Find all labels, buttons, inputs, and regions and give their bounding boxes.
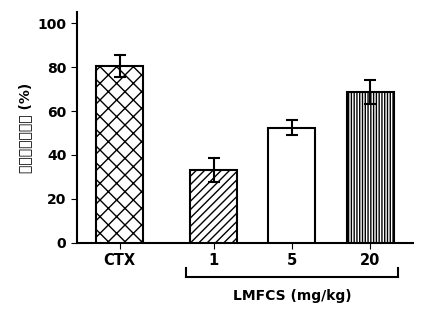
Bar — [268, 128, 315, 243]
Bar — [96, 66, 143, 243]
Bar — [190, 170, 237, 243]
Text: LMFCS (mg/kg): LMFCS (mg/kg) — [233, 289, 351, 303]
Bar — [347, 92, 394, 243]
Y-axis label: 肿瘾转移抑制率 (%): 肿瘾转移抑制率 (%) — [18, 82, 32, 173]
